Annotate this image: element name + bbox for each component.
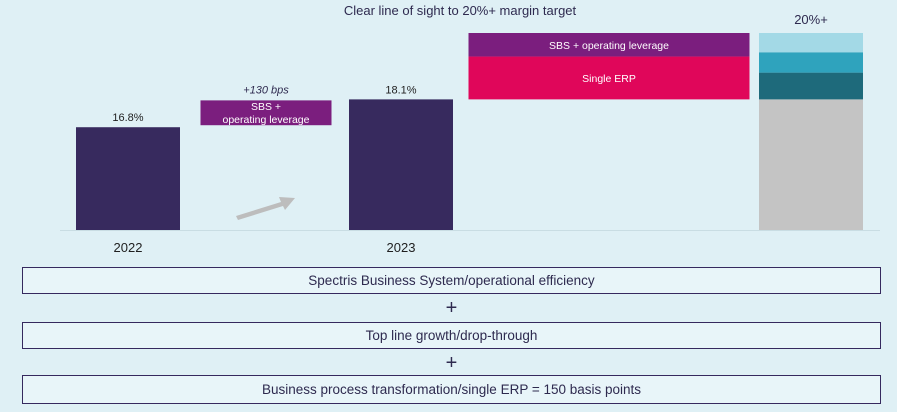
target-label: 20%+ bbox=[794, 12, 828, 27]
margin-bridge-chart: Clear line of sight to 20%+ margin targe… bbox=[60, 3, 880, 255]
chart-title: Clear line of sight to 20%+ margin targe… bbox=[344, 3, 577, 18]
bridge-annotation: +130 bps bbox=[243, 84, 289, 96]
bridge-box-label-2: operating leverage bbox=[223, 114, 310, 126]
component-box-1 bbox=[468, 33, 750, 57]
target-segment-2 bbox=[759, 72, 863, 100]
component-box-2 bbox=[468, 56, 750, 100]
component-label-1: SBS + operating leverage bbox=[549, 40, 669, 52]
bridge-box-label-1: SBS + bbox=[251, 101, 281, 113]
bridge-box bbox=[200, 100, 332, 126]
component-label-2: Single ERP bbox=[582, 73, 636, 85]
target-segment-3 bbox=[759, 52, 863, 73]
bullet-topline-text: Top line growth/drop-through bbox=[365, 328, 538, 343]
plus-sign-2: + bbox=[445, 352, 458, 374]
growth-arrow bbox=[236, 197, 295, 220]
x-tick-label-2022: 2022 bbox=[114, 240, 143, 255]
x-tick-label-2023: 2023 bbox=[387, 240, 416, 255]
data-label-2023: 18.1% bbox=[385, 84, 416, 96]
target-segment-4 bbox=[759, 33, 863, 53]
bar-2022 bbox=[76, 127, 180, 230]
bullet-topline: Top line growth/drop-through bbox=[22, 322, 881, 349]
data-label-2022: 16.8% bbox=[112, 112, 143, 124]
bullet-sbs-text: Spectris Business System/operational eff… bbox=[308, 273, 595, 288]
bullet-erp-text: Business process transformation/single E… bbox=[261, 382, 642, 397]
plus-sign-1: + bbox=[445, 297, 458, 319]
bullet-erp: Business process transformation/single E… bbox=[22, 375, 881, 404]
bullet-sbs: Spectris Business System/operational eff… bbox=[22, 267, 881, 294]
target-segment-1 bbox=[759, 99, 863, 230]
bar-2023 bbox=[349, 99, 453, 230]
